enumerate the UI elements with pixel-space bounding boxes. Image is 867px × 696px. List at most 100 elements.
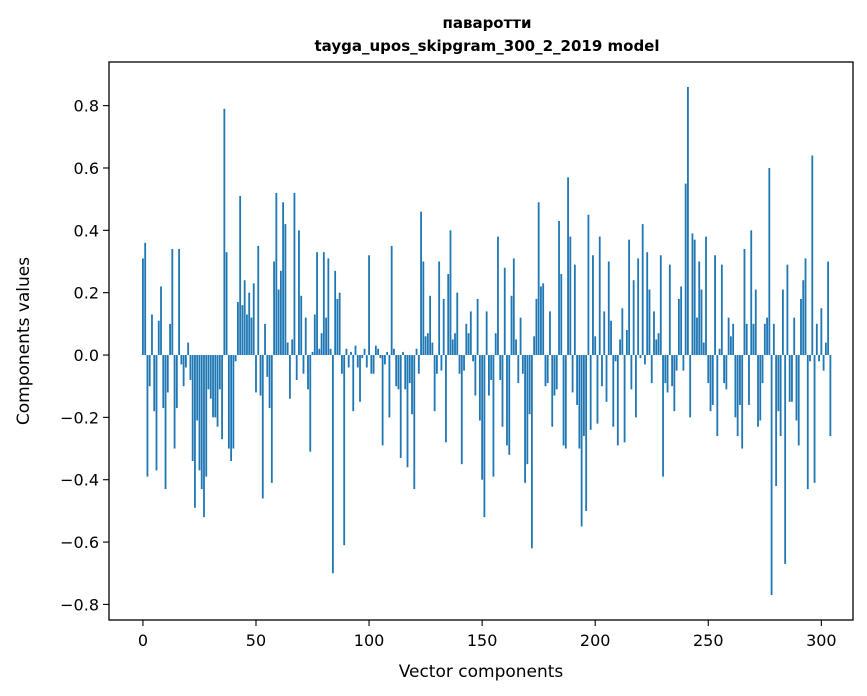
bar	[616, 355, 619, 446]
bar	[474, 355, 477, 396]
bar	[501, 355, 504, 427]
bar	[632, 280, 635, 356]
bar	[720, 264, 723, 356]
bar	[402, 351, 404, 356]
bar	[745, 323, 748, 356]
bar	[564, 355, 567, 449]
bar	[413, 355, 416, 490]
bar	[544, 355, 547, 387]
bar	[587, 214, 590, 356]
bar	[433, 355, 436, 412]
bar	[535, 298, 538, 356]
bar	[497, 236, 499, 356]
bar	[377, 348, 380, 356]
bar	[770, 355, 773, 596]
bar	[144, 242, 147, 356]
bar	[716, 355, 719, 437]
bar	[187, 342, 190, 356]
bar	[420, 211, 422, 356]
bar	[791, 355, 793, 402]
bar	[829, 355, 832, 437]
bar	[592, 255, 594, 356]
bar	[182, 355, 185, 387]
bar	[766, 317, 768, 356]
bar	[822, 355, 825, 371]
bar	[370, 355, 373, 374]
bar	[286, 342, 289, 356]
bar	[827, 261, 830, 356]
bar	[239, 196, 242, 356]
bar	[198, 355, 201, 471]
bar	[341, 355, 343, 374]
bar	[460, 355, 463, 465]
bar	[700, 289, 703, 356]
bar	[763, 323, 766, 356]
bar	[268, 355, 271, 409]
bar	[248, 292, 251, 356]
bar	[415, 348, 418, 356]
bar	[689, 355, 692, 418]
bar	[472, 355, 474, 362]
bar	[227, 355, 230, 449]
bar	[363, 348, 366, 356]
bar	[454, 333, 456, 356]
bar	[781, 289, 784, 356]
bar	[752, 323, 755, 356]
x-tick-label: 150	[467, 631, 498, 650]
bar	[693, 239, 696, 356]
bar	[184, 355, 187, 368]
bar	[320, 333, 323, 356]
x-tick-label: 300	[806, 631, 837, 650]
bar	[162, 355, 165, 409]
bar	[478, 355, 481, 421]
x-tick-label: 100	[354, 631, 385, 650]
bar	[580, 355, 583, 527]
bar	[194, 355, 196, 508]
bar	[562, 355, 565, 446]
bar	[793, 317, 796, 356]
bar	[277, 289, 280, 356]
bar	[809, 355, 811, 362]
bar	[748, 355, 750, 405]
bar	[445, 355, 447, 443]
bar	[442, 298, 445, 356]
bar	[666, 355, 669, 393]
bar	[469, 311, 472, 356]
bar	[653, 311, 655, 356]
bar	[164, 355, 167, 490]
bar	[148, 355, 151, 387]
bar	[675, 355, 678, 371]
bar	[777, 355, 780, 412]
bar	[820, 308, 823, 356]
bar	[417, 355, 420, 374]
bar	[743, 249, 746, 356]
bar	[610, 320, 612, 356]
bar	[759, 355, 762, 421]
bar	[284, 224, 287, 356]
bar	[266, 355, 269, 377]
bars-group	[142, 86, 832, 596]
bar	[711, 355, 714, 405]
bar	[788, 355, 791, 402]
bar	[171, 249, 174, 356]
bar	[424, 336, 427, 356]
bar	[316, 252, 318, 356]
bar	[542, 283, 545, 356]
y-axis-label: Components values	[14, 257, 34, 425]
bar	[589, 355, 592, 430]
y-tick-label: −0.2	[60, 408, 99, 427]
bar	[517, 355, 520, 384]
bar	[569, 236, 572, 356]
bar	[741, 355, 744, 449]
bar	[594, 336, 597, 356]
bar	[512, 258, 515, 356]
bar	[334, 270, 337, 356]
bar	[467, 333, 470, 356]
bar	[551, 355, 554, 427]
bar	[483, 355, 486, 518]
bar	[383, 355, 386, 365]
bar	[381, 355, 384, 446]
bar	[447, 273, 450, 356]
bar	[209, 355, 212, 399]
